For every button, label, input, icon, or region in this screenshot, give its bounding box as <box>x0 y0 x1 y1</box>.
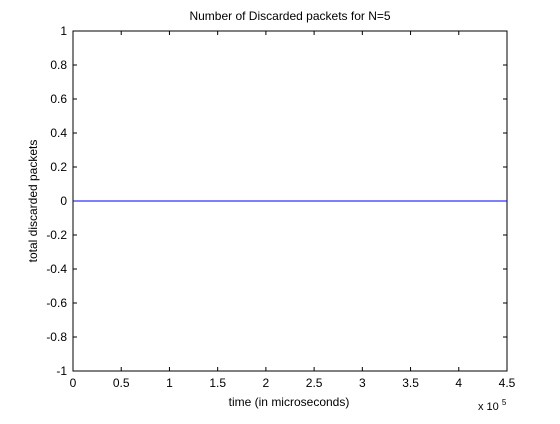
chart-title: Number of Discarded packets for N=5 <box>189 9 390 23</box>
x-tick-label: 1.5 <box>209 376 226 390</box>
y-tick-label: -0.4 <box>46 262 67 276</box>
x-tick-label: 0.5 <box>113 376 130 390</box>
x-axis-label: time (in microseconds) <box>229 395 350 409</box>
y-tick-label: 0.8 <box>50 58 67 72</box>
x-tick-label: 2 <box>263 376 270 390</box>
y-tick-label: -0.8 <box>46 330 67 344</box>
y-tick-label: 0.2 <box>50 160 67 174</box>
y-tick-label: 0 <box>60 194 67 208</box>
x-tick-label: 4 <box>455 376 462 390</box>
y-tick-label: 0.6 <box>50 92 67 106</box>
y-tick-label: -1 <box>56 364 67 378</box>
x-tick-label: 3 <box>359 376 366 390</box>
y-tick-label: 1 <box>60 24 67 38</box>
x-tick-label: 2.5 <box>306 376 323 390</box>
x-axis-multiplier-base: x 10 <box>478 401 499 413</box>
x-axis-multiplier-exponent: 5 <box>502 398 507 407</box>
y-tick-label: -0.6 <box>46 296 67 310</box>
x-tick-label: 3.5 <box>402 376 419 390</box>
x-axis-multiplier: x 10 5 <box>478 398 507 413</box>
y-tick-label: 0.4 <box>50 126 67 140</box>
y-tick-label: -0.2 <box>46 228 67 242</box>
y-axis-label: total discarded packets <box>26 140 40 263</box>
x-tick-label: 4.5 <box>499 376 516 390</box>
x-tick-label: 0 <box>70 376 77 390</box>
x-tick-label: 1 <box>166 376 173 390</box>
